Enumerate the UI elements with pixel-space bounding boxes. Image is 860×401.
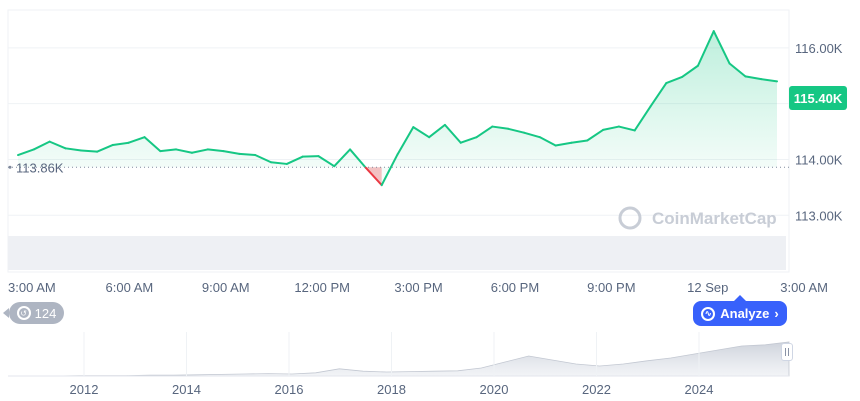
price-segment — [349, 148, 367, 169]
reference-label: 113.86K — [16, 160, 64, 175]
price-segment — [222, 150, 241, 155]
price-segment — [270, 161, 288, 165]
y-tick-label: 116.00K — [795, 41, 843, 56]
price-segment — [111, 141, 130, 146]
price-segment — [254, 154, 272, 164]
watermark: CoinMarketCap — [618, 206, 777, 230]
price-segment — [538, 136, 557, 147]
x-tick-label: 12:00 PM — [294, 280, 350, 295]
overview-x-tick-label: 2022 — [582, 382, 611, 397]
price-segment — [523, 131, 541, 139]
price-segment — [633, 105, 652, 132]
x-tick-label: 9:00 AM — [202, 280, 250, 295]
up-fill — [18, 31, 777, 186]
price-segment — [64, 147, 83, 152]
overview-x-tick-label: 2018 — [377, 382, 406, 397]
price-segment — [80, 149, 99, 153]
price-segment — [48, 140, 67, 150]
price-line — [17, 30, 778, 187]
chevron-right-icon: › — [774, 306, 779, 321]
overview-navigator[interactable] — [8, 332, 790, 377]
x-tick-label: 6:00 AM — [106, 280, 154, 295]
x-tick-label: 12 Sep — [687, 280, 728, 295]
price-segment — [696, 30, 715, 67]
price-segment — [190, 148, 209, 154]
reference-dot — [8, 165, 12, 169]
price-segment — [665, 75, 684, 85]
history-icon: ↺ — [16, 306, 31, 320]
analyze-label: Analyze — [720, 306, 770, 321]
price-segment — [364, 166, 383, 187]
analyze-icon: ∿ — [701, 306, 716, 321]
x-tick-label: 3:00 AM — [8, 280, 56, 295]
history-count: 124 — [34, 305, 57, 321]
x-tick-label: 9:00 PM — [587, 280, 635, 295]
price-segment — [159, 148, 178, 153]
price-segment — [586, 128, 605, 142]
overview-x-tick-label: 2020 — [480, 382, 509, 397]
price-segment — [744, 75, 763, 81]
overview-drag-handle[interactable] — [781, 343, 793, 361]
price-segment — [617, 125, 636, 132]
price-segment — [285, 155, 304, 165]
watermark-text: CoinMarketCap — [652, 209, 777, 228]
price-segment — [570, 139, 589, 144]
price-segment — [206, 148, 225, 153]
overview-x-tick-label: 2024 — [685, 382, 714, 397]
x-axis-labels: 3:00 AM 6:00 AM 9:00 AM 12:00 PM 3:00 PM 6:00… — [8, 280, 828, 295]
analyze-button[interactable]: ∿ Analyze › — [693, 295, 787, 326]
price-segment — [712, 30, 731, 65]
price-segment — [96, 143, 114, 153]
x-tick-label: 3:00 AM — [780, 280, 828, 295]
x-tick-label: 3:00 PM — [394, 280, 442, 295]
price-segment — [317, 155, 336, 168]
y-tick-label: 113.00K — [795, 208, 843, 223]
price-segment — [649, 82, 668, 108]
x-tick-label: 6:00 PM — [491, 280, 539, 295]
price-segment — [554, 141, 573, 147]
price-segment — [491, 125, 510, 130]
overview-axis-labels: 2012 2014 2016 2018 2020 2022 2024 — [70, 382, 714, 397]
price-segment — [396, 126, 415, 156]
price-segment — [412, 126, 431, 139]
price-segment — [127, 136, 146, 144]
volume-area — [8, 236, 786, 270]
overview-series — [8, 341, 790, 377]
price-segment — [175, 148, 193, 154]
y-tick-label: 114.00K — [795, 152, 843, 167]
price-segment — [475, 125, 494, 139]
price-segment — [301, 155, 320, 158]
overview-x-tick-label: 2014 — [172, 382, 201, 397]
price-segment — [728, 62, 747, 78]
price-segment — [143, 136, 162, 153]
reference-line: 113.86K — [8, 160, 789, 175]
coinmarketcap-logo-icon — [618, 206, 642, 230]
price-segment — [380, 153, 399, 187]
price-segment — [602, 125, 620, 131]
price-segment — [32, 140, 51, 151]
overview-x-tick-label: 2012 — [70, 382, 99, 397]
history-count-button[interactable]: ↺ 124 — [3, 302, 64, 324]
price-segment — [681, 64, 699, 78]
price-segment — [507, 127, 525, 134]
price-segment — [17, 148, 35, 157]
price-segment — [333, 148, 352, 168]
price-segment — [459, 136, 478, 144]
price-segment — [443, 123, 462, 144]
current-price-badge: 115.40K — [789, 86, 847, 110]
price-segment — [238, 152, 257, 157]
price-segment — [760, 78, 778, 83]
overview-x-tick-label: 2016 — [275, 382, 304, 397]
volume-band — [8, 236, 786, 270]
price-segment — [428, 123, 446, 139]
